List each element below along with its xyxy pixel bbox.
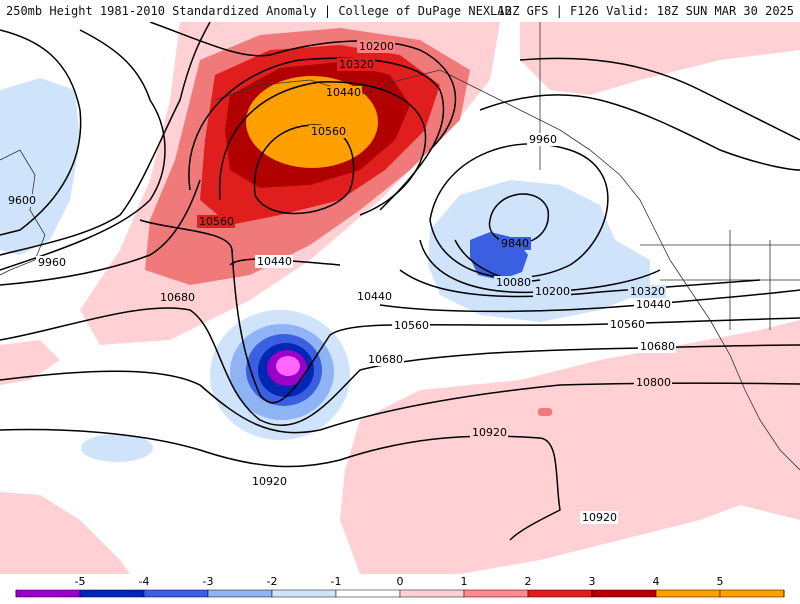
colorbar-tick-label: -3 [203,575,214,588]
colorbar-tick-label: -5 [75,575,86,588]
contour-10440 [218,81,427,216]
contour-label: 10200 [535,285,570,298]
contour-9960-west [0,29,166,271]
colorbar-segment [591,589,657,598]
colorbar-tick-label: 0 [397,575,404,588]
colorbar-tick-label: 1 [461,575,468,588]
colorbar-tick-label: 4 [653,575,660,588]
colorbar-tick-label: 5 [717,575,724,588]
header-bar: 250mb Height 1981-2010 Standardized Anom… [0,0,800,22]
contour-label: 10440 [326,86,361,99]
map-title: 250mb Height 1981-2010 Standardized Anom… [6,4,512,18]
contour-10440-east [379,289,800,313]
contour-10920 [0,428,561,541]
contour-9960-gulf [429,143,609,279]
coastlines [0,22,800,471]
colorbar-segment [143,589,209,598]
contour-label: 10320 [630,285,665,298]
contour-label: 10680 [368,353,403,366]
map-canvas: 10200 10320 10440 10560 10560 9600 9960 … [0,22,800,574]
colorbar-segment [271,589,337,598]
contour-label: 10560 [610,318,645,331]
contour-label: 10200 [359,40,394,53]
contour-label: 10560 [311,125,346,138]
colorbar-tick-label: -2 [267,575,278,588]
negative-anomaly-low-6 [276,356,300,376]
contour-label: 10560 [394,319,429,332]
colorbar-segments [15,589,785,598]
colorbar-segment [463,589,529,598]
colorbar-segment [15,589,81,598]
contour-label: 10080 [496,276,531,289]
colorbar-ticks: -5 -4 -3 -2 -1 0 1 2 3 4 5 [75,575,724,588]
colorbar-segment [719,589,785,598]
contour-label: 10680 [160,291,195,304]
contour-label: 9960 [38,256,66,269]
contour-label: 10440 [257,255,292,268]
contour-label: 9960 [529,133,557,146]
positive-anomaly-northeast [520,22,800,95]
contour-label: 10920 [582,511,617,524]
contour-9600 [0,29,82,236]
contour-label: 10920 [252,475,287,488]
anomaly-map: 10200 10320 10440 10560 10560 9600 9960 … [0,22,800,574]
contour-9840 [488,193,549,245]
colorbar-segment [79,589,145,598]
colorbar-tick-label: -1 [331,575,342,588]
colorbar-tick-label: -4 [139,575,150,588]
colorbar-tick-label: 3 [589,575,596,588]
positive-anomaly-west [0,340,60,385]
contour-label: 10440 [357,290,392,303]
positive-anomaly-southwest [0,492,130,574]
negative-anomaly-west [0,78,80,255]
anomaly-shading [0,22,800,574]
contour-label: 10680 [640,340,675,353]
positive-anomaly-small [538,408,552,416]
model-run-label: 12Z GFS | F126 Valid: 18Z SUN MAR 30 202… [497,4,794,18]
contour-ridge-east-2 [519,57,800,141]
colorbar-segment [335,589,401,598]
contour-label: 10920 [472,426,507,439]
colorbar-tick-label: 2 [525,575,532,588]
colorbar: -5 -4 -3 -2 -1 0 1 2 3 4 5 [0,574,800,600]
contour-wave-2 [0,179,201,286]
colorbar-segment [399,589,465,598]
colorbar-segment [655,589,721,598]
contour-ridge-east [479,94,800,171]
colorbar-segment [207,589,273,598]
height-contours [0,22,800,541]
contour-label: 10440 [636,298,671,311]
contour-label: 10560 [199,215,234,228]
contour-label: 9600 [8,194,36,207]
colorbar-segment [527,589,593,598]
negative-anomaly-gulf [428,180,650,322]
colorbar-svg: -5 -4 -3 -2 -1 0 1 2 3 4 5 [15,575,785,598]
contour-label: 9840 [501,237,529,250]
contour-10560-closed [253,124,355,215]
contour-label: 10320 [339,58,374,71]
contour-labels: 10200 10320 10440 10560 10560 9600 9960 … [6,40,676,524]
contour-label: 10800 [636,376,671,389]
contour-10200-north [149,22,457,151]
contour-10320-east [399,269,761,298]
negative-anomaly-small [81,434,153,462]
contour-wave-1 [0,22,211,256]
